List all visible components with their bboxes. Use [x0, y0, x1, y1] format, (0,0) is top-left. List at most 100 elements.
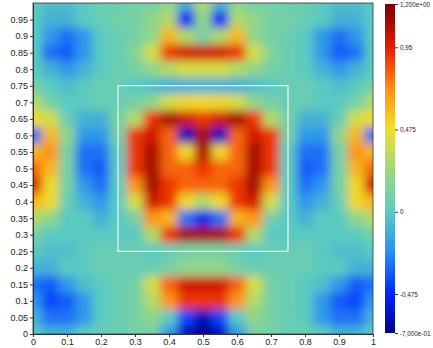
color-axis: 1,200e+000,950,4750-0,475-7,000e-01: [395, 1, 431, 337]
tick-label: 0.6: [231, 337, 244, 347]
tick-mark: [30, 284, 33, 285]
cell: [365, 177, 374, 194]
cell: [365, 293, 374, 310]
cell: [33, 226, 42, 243]
cell: [331, 309, 349, 326]
cell: [229, 111, 247, 128]
tick-label: 0.5: [197, 337, 210, 347]
cell: [195, 309, 213, 326]
cell: [76, 94, 94, 111]
cell: [93, 260, 111, 277]
cell: [280, 326, 298, 334]
cell: [348, 326, 366, 334]
cell: [314, 111, 332, 128]
cell: [110, 309, 128, 326]
tick: 0.4: [163, 334, 176, 347]
cell: [212, 260, 230, 277]
cell: [110, 276, 128, 293]
cell: [93, 127, 111, 144]
cell: [195, 276, 213, 293]
cell: [161, 144, 179, 161]
cell: [76, 326, 94, 334]
cell: [229, 276, 247, 293]
cell: [314, 11, 332, 28]
cell: [144, 226, 162, 243]
cell: [33, 309, 42, 326]
cell: [59, 3, 77, 12]
cell: [280, 44, 298, 61]
cell: [365, 326, 374, 334]
cell: [297, 111, 315, 128]
tick: 0.2: [15, 263, 33, 273]
plot-area: [33, 3, 373, 334]
cell: [59, 276, 77, 293]
cell: [331, 127, 349, 144]
cell: [246, 210, 264, 227]
tick-mark: [395, 333, 398, 334]
cell: [93, 28, 111, 45]
tick: 0.75: [10, 81, 33, 91]
cell: [33, 28, 42, 45]
cell: [314, 144, 332, 161]
tick: 0.85: [10, 48, 33, 58]
cell: [110, 11, 128, 28]
cell: [144, 276, 162, 293]
cell: [76, 193, 94, 210]
cell: [33, 160, 42, 177]
tick: 0,475: [395, 126, 416, 133]
tick: 0.9: [333, 334, 346, 347]
cell: [33, 177, 42, 194]
cell: [178, 160, 196, 177]
cell: [178, 44, 196, 61]
cell: [229, 61, 247, 78]
cell: [93, 210, 111, 227]
cell: [93, 309, 111, 326]
cell: [42, 44, 60, 61]
cell: [161, 28, 179, 45]
tick-mark: [30, 119, 33, 120]
cell: [280, 260, 298, 277]
cell: [195, 61, 213, 78]
cell: [331, 160, 349, 177]
cell: [127, 309, 145, 326]
cell: [246, 144, 264, 161]
cell: [229, 226, 247, 243]
cell: [127, 111, 145, 128]
cell: [59, 11, 77, 28]
cell: [314, 309, 332, 326]
cell: [348, 160, 366, 177]
tick-mark: [395, 130, 398, 131]
cell: [59, 28, 77, 45]
cell: [297, 61, 315, 78]
tick-label: 0: [23, 329, 28, 339]
cell: [127, 144, 145, 161]
cell: [93, 61, 111, 78]
cell: [348, 309, 366, 326]
tick-label: 0.6: [15, 131, 28, 141]
cell: [229, 210, 247, 227]
cell: [348, 260, 366, 277]
cell: [348, 3, 366, 12]
cell: [144, 160, 162, 177]
cell: [314, 243, 332, 260]
cell: [161, 293, 179, 310]
tick-label: 0.9: [333, 337, 346, 347]
cell: [42, 94, 60, 111]
cell: [178, 260, 196, 277]
cell: [297, 276, 315, 293]
cell: [127, 260, 145, 277]
cell: [42, 326, 60, 334]
cell: [161, 11, 179, 28]
tick-label: 0: [400, 208, 404, 215]
tick-mark: [30, 152, 33, 153]
tick: 0: [23, 329, 33, 339]
tick-mark: [30, 20, 33, 21]
cell: [229, 3, 247, 12]
cell: [144, 193, 162, 210]
cell: [229, 260, 247, 277]
tick-label: 0.45: [10, 180, 28, 190]
cell: [76, 77, 94, 94]
tick: 0.25: [10, 247, 33, 257]
tick-label: 0.7: [265, 337, 278, 347]
cell: [331, 144, 349, 161]
